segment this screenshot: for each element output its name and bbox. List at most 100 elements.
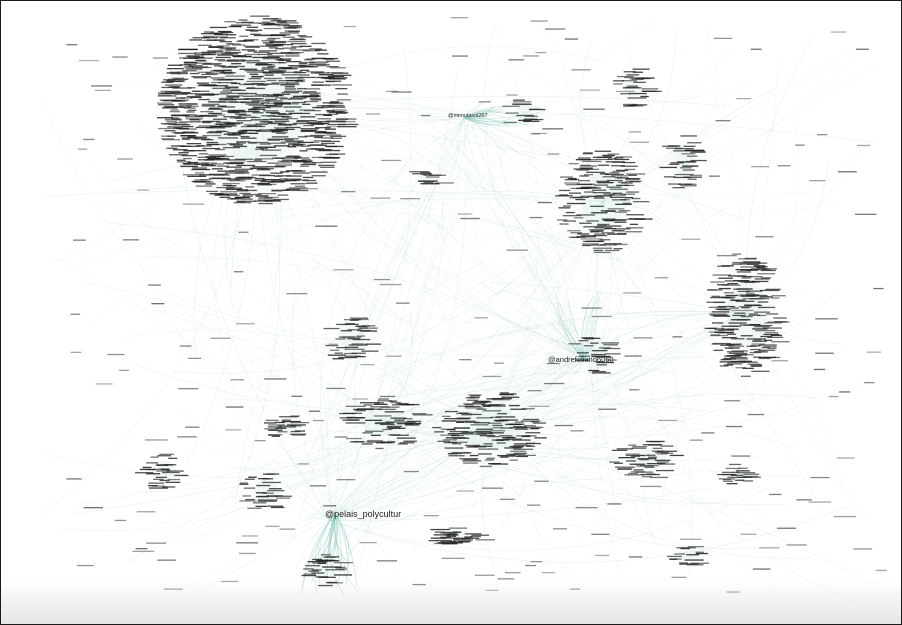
node-label-mark[interactable] [678,562,689,564]
node-label-mark[interactable] [725,343,742,345]
node-label-mark[interactable] [725,425,743,428]
node-label-mark[interactable] [175,122,188,124]
node-label-mark[interactable] [624,197,634,199]
node-label-mark[interactable] [591,189,607,191]
node-label-mark[interactable] [226,34,237,36]
node-label-mark[interactable] [279,84,295,86]
node-label-mark[interactable] [309,94,319,96]
node-label-mark[interactable] [370,434,381,436]
node-label-mark[interactable] [607,503,622,505]
node-label-mark[interactable] [299,36,313,38]
node-label-mark[interactable] [723,364,734,366]
node-label-mark[interactable] [231,82,241,85]
node-label-mark[interactable] [248,476,257,478]
node-label-mark[interactable] [335,120,356,123]
node-label-mark[interactable] [718,332,735,334]
node-label-mark[interactable] [172,92,191,94]
node-label-mark[interactable] [279,416,299,418]
node-label-mark[interactable] [198,93,214,95]
node-label-mark[interactable] [216,121,230,123]
node-label-mark[interactable] [311,57,327,59]
node-label-mark[interactable] [479,465,493,468]
node-label-mark[interactable] [583,152,593,154]
node-label-mark[interactable] [256,63,269,65]
node-label-mark[interactable] [279,162,292,164]
node-label-mark[interactable] [255,64,275,66]
node-label-mark[interactable] [275,164,292,166]
node-label-mark[interactable] [490,430,506,432]
node-label-mark[interactable] [188,65,203,67]
node-label-mark[interactable] [759,547,780,549]
node-label-mark[interactable] [444,410,458,413]
node-label-mark[interactable] [636,77,655,79]
node-label-mark[interactable] [328,343,338,345]
node-label-mark[interactable] [568,192,581,194]
node-label-mark[interactable] [305,88,321,90]
node-label-mark[interactable] [631,447,647,449]
node-label-mark[interactable] [379,441,395,444]
node-label-mark[interactable] [409,171,430,173]
node-label-mark[interactable] [513,448,534,450]
node-label-mark[interactable] [592,192,611,194]
node-label-mark[interactable] [262,492,274,494]
node-label-mark[interactable] [146,542,167,544]
node-label-mark[interactable] [459,432,474,434]
node-label-mark[interactable] [568,343,582,345]
node-label-mark[interactable] [731,299,746,301]
node-label-mark[interactable] [617,468,633,470]
node-label-mark[interactable] [640,95,649,98]
node-label-mark[interactable] [271,34,291,36]
node-label-mark[interactable] [157,102,173,104]
node-label-mark[interactable] [591,533,610,535]
node-label-mark[interactable] [245,186,255,188]
node-label-mark[interactable] [760,269,776,272]
node-label-mark[interactable] [746,290,763,292]
node-label-mark[interactable] [254,440,266,442]
node-label-mark[interactable] [337,126,357,128]
node-label-mark[interactable] [265,100,283,102]
node-label-mark[interactable] [625,231,642,233]
node-label-mark[interactable] [181,137,199,139]
node-label-mark[interactable] [750,348,761,351]
node-label-mark[interactable] [277,194,289,196]
node-label-mark[interactable] [321,137,334,139]
node-label-mark[interactable] [739,263,760,265]
node-label-mark[interactable] [201,105,216,107]
node-label-mark[interactable] [214,65,226,67]
node-label-mark[interactable] [234,168,253,170]
node-label-mark[interactable] [233,202,251,204]
node-label-mark[interactable] [620,193,635,195]
node-label-mark[interactable] [674,553,686,555]
node-label-mark[interactable] [521,408,535,410]
node-label-mark[interactable] [598,408,617,410]
node-label-mark[interactable] [485,589,499,591]
node-label-mark[interactable] [162,107,178,109]
node-label-mark[interactable] [359,542,377,544]
node-label-mark[interactable] [448,441,468,443]
node-label-mark[interactable] [317,53,329,55]
node-label-mark[interactable] [403,440,417,442]
node-label-mark[interactable] [256,195,268,197]
node-label-mark[interactable] [291,101,306,104]
node-label-mark[interactable] [525,432,541,434]
node-label-mark[interactable] [500,427,513,429]
node-label-mark[interactable] [326,60,340,62]
node-label-mark[interactable] [462,460,482,462]
node-label-mark[interactable] [282,189,291,191]
node-label-mark[interactable] [576,169,590,171]
node-label-mark[interactable] [225,188,243,190]
node-label-mark[interactable] [403,418,413,420]
node-label-mark[interactable] [456,420,476,422]
node-label-mark[interactable] [322,566,342,568]
node-label-mark[interactable] [582,153,593,155]
node-label-mark[interactable] [390,401,402,404]
node-label-mark[interactable] [285,52,299,54]
node-label-mark[interactable] [177,73,188,75]
node-label-mark[interactable] [274,102,292,104]
node-label-mark[interactable] [595,356,612,358]
node-label-mark[interactable] [742,475,758,478]
node-label-mark[interactable] [318,122,330,124]
node-label-mark[interactable] [235,158,254,160]
node-label-mark[interactable] [236,142,246,144]
node-label-mark[interactable] [717,265,731,267]
